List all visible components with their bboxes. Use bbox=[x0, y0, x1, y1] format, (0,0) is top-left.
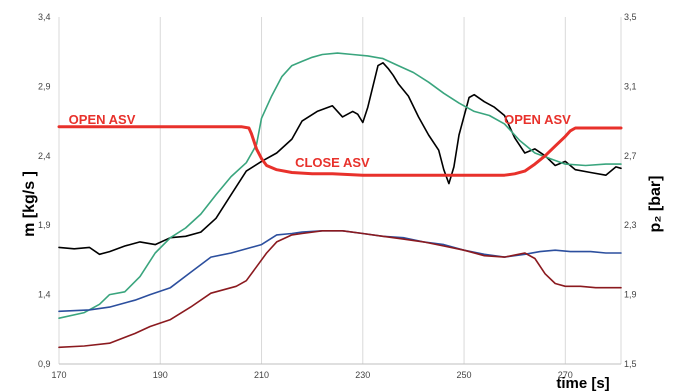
series-line-red bbox=[57, 125, 623, 177]
x-tick-label: 210 bbox=[254, 370, 269, 380]
y-right-tick-label: 2,3 bbox=[624, 220, 637, 230]
y-left-tick-labels: 0,9 1,4 1,9 2,4 2,9 3,4 bbox=[38, 12, 51, 369]
y-left-axis-title: m [kg/s ] bbox=[21, 171, 38, 237]
y-left-tick-label: 2,4 bbox=[38, 151, 51, 161]
series-line-black bbox=[58, 61, 622, 256]
annotation-label: OPEN ASV bbox=[69, 112, 136, 127]
x-tick-label: 230 bbox=[355, 370, 370, 380]
y-left-tick-label: 0,9 bbox=[38, 359, 51, 369]
y-right-axis-title: p₂ [bar] bbox=[647, 176, 664, 233]
grid-lines bbox=[58, 17, 622, 364]
x-tick-labels: 170 190 210 230 250 270 bbox=[51, 370, 572, 380]
y-left-tick-label: 1,9 bbox=[38, 220, 51, 230]
series-line-darkred bbox=[58, 230, 622, 349]
x-tick-label: 270 bbox=[558, 370, 573, 380]
x-axis-title: time [s] bbox=[556, 375, 609, 392]
y-right-tick-label: 2,7 bbox=[624, 151, 637, 161]
series-line-green bbox=[58, 52, 622, 320]
y-left-tick-label: 2,9 bbox=[38, 81, 51, 91]
x-tick-label: 250 bbox=[457, 370, 472, 380]
x-tick-label: 190 bbox=[153, 370, 168, 380]
y-right-tick-label: 1,9 bbox=[624, 290, 637, 300]
y-right-tick-label: 1,5 bbox=[624, 359, 637, 369]
y-right-tick-label: 3,1 bbox=[624, 81, 637, 91]
y-left-tick-label: 3,4 bbox=[38, 12, 51, 22]
x-tick-label: 170 bbox=[51, 370, 66, 380]
y-right-tick-label: 3,5 bbox=[624, 12, 637, 22]
annotation-label: OPEN ASV bbox=[504, 112, 571, 127]
annotations: OPEN ASV CLOSE ASV OPEN ASV bbox=[69, 112, 571, 170]
annotation-label: CLOSE ASV bbox=[295, 155, 370, 170]
y-left-tick-label: 1,4 bbox=[38, 290, 51, 300]
series-lines bbox=[57, 52, 623, 349]
y-right-tick-labels: 1,5 1,9 2,3 2,7 3,1 3,5 bbox=[624, 12, 637, 369]
